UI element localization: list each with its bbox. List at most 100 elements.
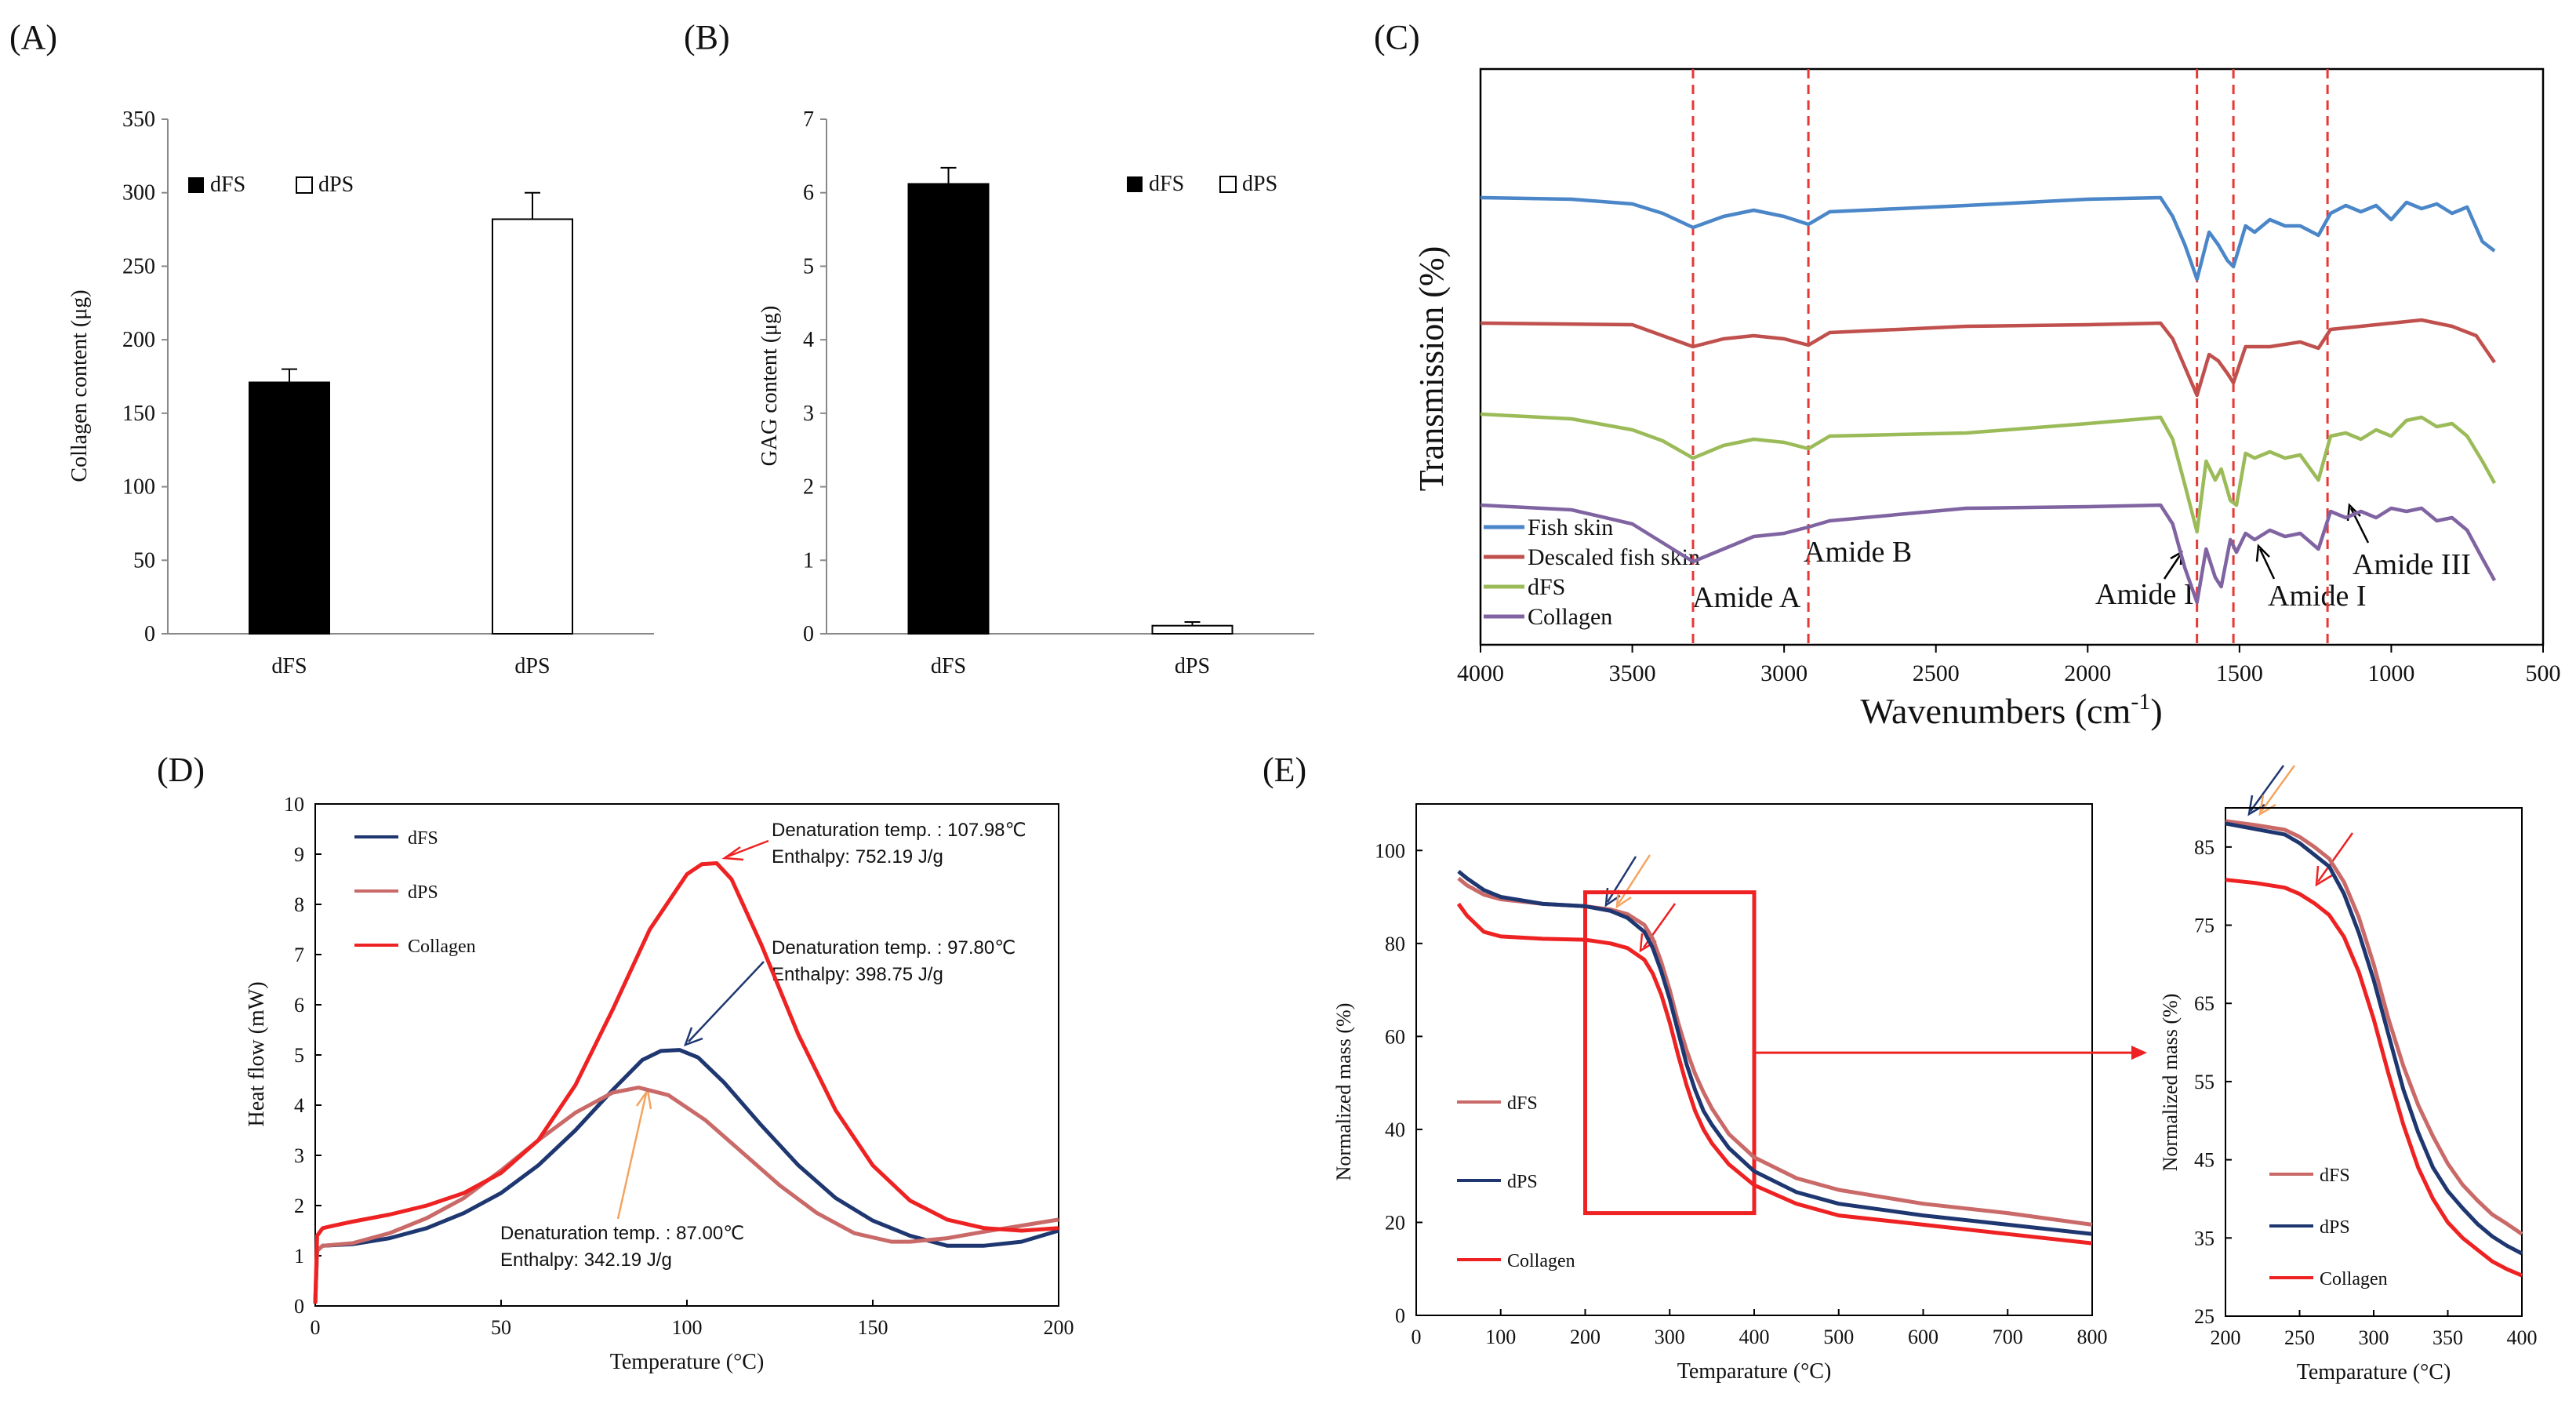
series-line-dfs	[2225, 819, 2523, 1236]
annotation-amide-a: Amide A	[1692, 581, 1801, 614]
y-tick-label: 1	[803, 548, 814, 573]
legend-e2: dFS dPS Collagen	[2269, 1166, 2388, 1289]
series-line-dps	[313, 1086, 1059, 1304]
legend-label-dfs-d: dFS	[408, 828, 438, 849]
x-tick-label: 150	[858, 1316, 888, 1339]
arrowhead-dfs-d	[683, 1027, 703, 1047]
x-tick-label: 400	[2507, 1326, 2538, 1349]
panel-a: (A) Collagen content (μg) dFS dPS	[9, 18, 354, 482]
y-tick-label: 55	[2194, 1071, 2214, 1093]
panel-e2: Normalized mass (%) dFS dPS Collagen	[2159, 765, 2388, 1289]
y-tick-label: 150	[122, 402, 155, 426]
y-tick-label: 100	[122, 475, 155, 500]
x-tick-label: 3500	[1609, 660, 1656, 686]
y-tick-label: 7	[803, 107, 814, 132]
legend-label-dps-e2: dPS	[2320, 1217, 2350, 1238]
annotation-dfs-enthalpy: Enthalpy: 398.75 J/g	[772, 964, 943, 985]
xlabel-e2: Temparature (°C)	[2297, 1360, 2451, 1384]
y-tick-label: 0	[803, 622, 814, 646]
ylabel-d: Heat flow (mW)	[245, 981, 269, 1126]
series-line-dfs	[1480, 412, 2497, 534]
panel-b: (B) GAG content (μg) dFS dPS	[684, 18, 1277, 466]
panel-label-b: (B)	[684, 18, 730, 56]
x-tick-label: 500	[2526, 660, 2561, 686]
y-tick-label: 10	[284, 793, 304, 816]
legend-label-collagen-e2: Collagen	[2320, 1269, 2388, 1289]
y-tick-label: 60	[1385, 1025, 1405, 1048]
arrow-dps-e1	[1606, 856, 1637, 903]
zoom-connector-arrowhead	[2131, 1046, 2147, 1060]
x-tick-label: 400	[1739, 1326, 1770, 1348]
legend-label-dfs-e1: dFS	[1507, 1093, 1538, 1114]
y-tick-label: 35	[2194, 1227, 2214, 1249]
y-tick-label: 5	[294, 1044, 304, 1067]
xlabel-e1: Temparature (°C)	[1677, 1359, 1832, 1384]
x-tick-label: 700	[1993, 1326, 2023, 1348]
y-tick-label: 100	[1375, 839, 1405, 862]
x-tick-label: 350	[2432, 1326, 2463, 1349]
legend-label-fish-skin: Fish skin	[1528, 515, 1613, 540]
y-tick-label: 50	[133, 548, 155, 573]
bar-dps	[1151, 624, 1234, 635]
annotation-dps-temp: Denaturation temp. : 87.00℃	[500, 1223, 744, 1244]
y-tick-label: 85	[2194, 836, 2214, 859]
legend-label-dps-e1: dPS	[1507, 1172, 1538, 1192]
arrowhead-amide-i-2	[2255, 544, 2270, 562]
y-tick-label: 8	[294, 893, 304, 916]
y-tick-label: 80	[1385, 933, 1405, 955]
annotation-amide-iii: Amide III	[2353, 548, 2471, 581]
arrow-amide-i-2	[2258, 548, 2276, 580]
x-tick-label: 600	[1908, 1326, 1938, 1348]
legend-e1: dFS dPS Collagen	[1457, 1093, 1575, 1271]
annotation-amide-b: Amide B	[1804, 536, 1912, 569]
arrow-dfs-e2	[2260, 765, 2296, 812]
y-tick-label: 45	[2194, 1149, 2214, 1172]
arrowhead-collagen-e2	[2315, 865, 2333, 887]
annotation-dfs-temp: Denaturation temp. : 97.80℃	[772, 937, 1016, 958]
panel-label-d: (D)	[157, 751, 205, 789]
legend-label-dfs-e2: dFS	[2320, 1166, 2350, 1186]
y-tick-label: 1	[294, 1245, 304, 1268]
ftir-chart: 4000 3500 3000 2500 2000 1500 1000 500	[1457, 69, 2561, 686]
y-tick-label: 4	[803, 328, 814, 352]
arrow-dps-d	[616, 1093, 648, 1220]
y-tick-label: 5	[803, 254, 814, 278]
series-line-fish-skin	[1480, 195, 2496, 282]
x-tick-label: 3000	[1760, 660, 1808, 686]
series-line-dps	[2225, 821, 2523, 1256]
x-tick-label: 1500	[2216, 660, 2263, 686]
category-label-dps: dPS	[1175, 654, 1210, 678]
y-tick-label: 200	[122, 328, 155, 352]
y-tick-label: 75	[2194, 915, 2214, 937]
annotation-collagen-temp: Denaturation temp. : 107.98℃	[772, 820, 1026, 841]
y-tick-label: 0	[144, 622, 155, 646]
legend-label-dfs-a: dFS	[210, 173, 245, 197]
y-tick-label: 9	[294, 843, 304, 866]
x-tick-label: 500	[1823, 1326, 1854, 1348]
panel-label-e: (E)	[1263, 751, 1306, 789]
y-tick-label: 25	[2194, 1305, 2214, 1328]
panel-label-a: (A)	[9, 18, 57, 56]
ylabel-c: Transmission (%)	[1412, 246, 1451, 492]
line-chart-e2: 200 250 300 350 400 25 35 45 55 65 75 85 Temparature…	[2194, 807, 2538, 1384]
panel-c: (C) Transmission (%) Wavenumbers (cm-1) …	[1374, 18, 2545, 731]
bar-chart-a: 0 50 100 150 200 250 300 350 dFS dPS	[122, 107, 654, 678]
y-tick-label: 40	[1385, 1118, 1405, 1141]
annotation-amide-i-1: Amide I	[2095, 578, 2194, 611]
bar-dps	[492, 218, 573, 635]
annotation-collagen-enthalpy: Enthalpy: 752.19 J/g	[772, 846, 943, 867]
ylabel-e1: Normalized mass (%)	[1332, 1003, 1355, 1181]
series-line-collagen	[2225, 878, 2523, 1278]
x-tick-label: 300	[1655, 1326, 1685, 1348]
arrow-dfs-e1	[1617, 854, 1651, 904]
legend-label-collagen-e1: Collagen	[1507, 1251, 1575, 1271]
xlabel-c: Wavenumbers (cm-1)	[1860, 689, 2162, 731]
x-tick-label: 100	[672, 1316, 703, 1339]
panel-label-c: (C)	[1374, 18, 1420, 56]
arrow-amide-i-1	[2163, 555, 2182, 580]
arrow-collagen-e2	[2316, 832, 2354, 882]
annotation-arrows-e1	[1604, 854, 1677, 953]
